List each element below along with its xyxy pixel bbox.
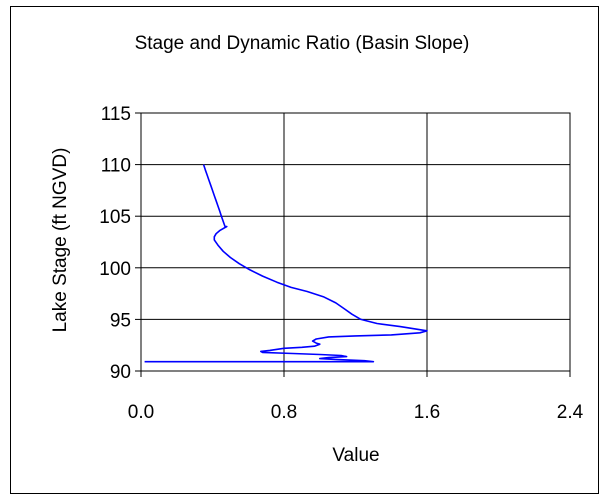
- x-tick-label: 0.0: [128, 402, 154, 423]
- y-tick-label: 110: [101, 156, 131, 177]
- series-line: [144, 164, 428, 363]
- chart-title: Stage and Dynamic Ratio (Basin Slope): [135, 33, 470, 54]
- x-axis-label: Value: [332, 445, 379, 466]
- y-tick-label: 105: [99, 207, 131, 228]
- x-tick-label: 0.8: [271, 402, 297, 423]
- y-tick-label: 90: [110, 362, 131, 383]
- x-tick-label: 1.6: [414, 402, 440, 423]
- y-tick-label: 100: [99, 259, 131, 280]
- chart-frame: [10, 6, 599, 494]
- plot-border: [140, 112, 571, 372]
- plot-area: 90 95 100 105 110 115 0.0 0.8 1.6 2.4: [99, 104, 583, 423]
- x-tick-label: 2.4: [557, 402, 584, 423]
- y-tick-label: 115: [101, 104, 131, 125]
- y-tick-label: 95: [110, 310, 131, 331]
- y-axis-label: Lake Stage (ft NGVD): [50, 148, 71, 333]
